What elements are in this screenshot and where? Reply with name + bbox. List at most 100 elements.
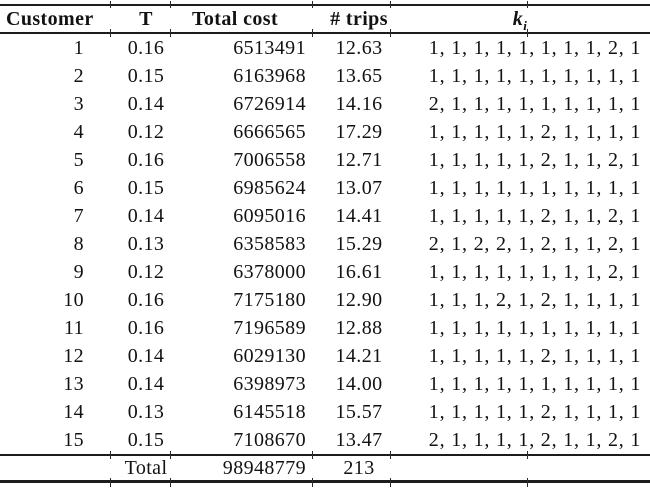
ki-symbol: k (512, 7, 524, 30)
trips-cell: 13.65 (335, 64, 383, 87)
trips-cell: 12.63 (335, 36, 383, 59)
customer-cell: 11 (63, 316, 84, 339)
total-cost-cell: 6163968 (233, 64, 306, 87)
customer-cell: 8 (73, 232, 84, 255)
ki-cell: 1, 1, 1, 1, 1, 2, 1, 1, 2, 1 (428, 204, 642, 227)
column-header-customer: Customer (6, 7, 94, 30)
table-row: 1 0.16 6513491 12.63 1, 1, 1, 1, 1, 1, 1… (0, 34, 650, 62)
table-row: 10 0.16 7175180 12.90 1, 1, 1, 2, 1, 2, … (0, 286, 650, 314)
table-row: 5 0.16 7006558 12.71 1, 1, 1, 1, 1, 2, 1… (0, 146, 650, 174)
table-row: 7 0.14 6095016 14.41 1, 1, 1, 1, 1, 2, 1… (0, 202, 650, 230)
customer-cell: 7 (73, 204, 84, 227)
total-cost-cell: 6095016 (233, 204, 306, 227)
total-cost-sum: 98948779 (222, 456, 306, 479)
ki-cell: 1, 1, 1, 1, 1, 1, 1, 1, 1, 1 (428, 316, 642, 339)
t-cell: 0.15 (127, 428, 165, 451)
trips-cell: 12.88 (335, 316, 383, 339)
customer-cell: 9 (73, 260, 84, 283)
total-cost-cell: 6985624 (233, 176, 306, 199)
trips-cell: 15.29 (335, 232, 383, 255)
customer-cell: 13 (63, 372, 84, 395)
customer-cell: 1 (73, 36, 84, 59)
ki-cell: 1, 1, 1, 1, 1, 2, 1, 1, 2, 1 (428, 148, 642, 171)
total-cost-cell: 6358583 (233, 232, 306, 255)
total-cost-cell: 7175180 (233, 288, 306, 311)
table-row: 9 0.12 6378000 16.61 1, 1, 1, 1, 1, 1, 1… (0, 258, 650, 286)
ki-cell: 1, 1, 1, 1, 1, 1, 1, 1, 1, 1 (428, 176, 642, 199)
customer-cell: 10 (63, 288, 84, 311)
customer-cell: 2 (73, 64, 84, 87)
trips-cell: 12.71 (335, 148, 383, 171)
table-row: 12 0.14 6029130 14.21 1, 1, 1, 1, 1, 2, … (0, 342, 650, 370)
table-row: 6 0.15 6985624 13.07 1, 1, 1, 1, 1, 1, 1… (0, 174, 650, 202)
trips-cell: 14.00 (335, 372, 383, 395)
total-cost-cell: 6145518 (233, 400, 306, 423)
total-label: Total (124, 456, 168, 479)
table-row: 14 0.13 6145518 15.57 1, 1, 1, 1, 1, 2, … (0, 398, 650, 426)
trips-cell: 15.57 (335, 400, 383, 423)
table-total-row: Total 98948779 213 (0, 456, 650, 480)
table-row: 11 0.16 7196589 12.88 1, 1, 1, 1, 1, 1, … (0, 314, 650, 342)
t-cell: 0.14 (127, 204, 165, 227)
total-cost-cell: 7006558 (233, 148, 306, 171)
total-cost-cell: 6513491 (233, 36, 306, 59)
customer-cell: 15 (63, 428, 84, 451)
table-row: 2 0.15 6163968 13.65 1, 1, 1, 1, 1, 1, 1… (0, 62, 650, 90)
ki-cell: 1, 1, 1, 1, 1, 1, 1, 1, 2, 1 (428, 260, 642, 283)
t-cell: 0.14 (127, 92, 165, 115)
t-cell: 0.13 (127, 232, 165, 255)
column-header-trips: # trips (330, 7, 388, 30)
ki-cell: 1, 1, 1, 1, 1, 2, 1, 1, 1, 1 (428, 120, 642, 143)
ki-cell: 2, 1, 2, 2, 1, 2, 1, 1, 2, 1 (428, 232, 642, 255)
table-row: 13 0.14 6398973 14.00 1, 1, 1, 1, 1, 1, … (0, 370, 650, 398)
table-row: 8 0.13 6358583 15.29 2, 1, 2, 2, 1, 2, 1… (0, 230, 650, 258)
ki-subscript: i (523, 17, 528, 31)
customer-cell: 4 (73, 120, 84, 143)
t-cell: 0.15 (127, 64, 165, 87)
trips-cell: 16.61 (335, 260, 383, 283)
t-cell: 0.12 (127, 120, 165, 143)
table-row: 3 0.14 6726914 14.16 2, 1, 1, 1, 1, 1, 1… (0, 90, 650, 118)
t-cell: 0.12 (127, 260, 165, 283)
ki-cell: 2, 1, 1, 1, 1, 2, 1, 1, 2, 1 (428, 428, 642, 451)
ki-cell: 1, 1, 1, 1, 1, 2, 1, 1, 1, 1 (428, 344, 642, 367)
trips-cell: 12.90 (335, 288, 383, 311)
total-trips-sum: 213 (343, 456, 375, 479)
t-cell: 0.16 (127, 316, 165, 339)
ki-cell: 1, 1, 1, 1, 1, 1, 1, 1, 1, 1 (428, 372, 642, 395)
table-body: 1 0.16 6513491 12.63 1, 1, 1, 1, 1, 1, 1… (0, 34, 650, 454)
table-row: 4 0.12 6666565 17.29 1, 1, 1, 1, 1, 2, 1… (0, 118, 650, 146)
total-cost-cell: 7196589 (233, 316, 306, 339)
ki-cell: 1, 1, 1, 2, 1, 2, 1, 1, 1, 1 (428, 288, 642, 311)
t-cell: 0.14 (127, 344, 165, 367)
table-header-row: Customer T Total cost # trips ki (0, 6, 650, 32)
trips-cell: 13.07 (335, 176, 383, 199)
trips-cell: 17.29 (335, 120, 383, 143)
total-cost-cell: 6029130 (233, 344, 306, 367)
table-top-rule (0, 4, 650, 6)
t-cell: 0.16 (127, 148, 165, 171)
customer-cell: 14 (63, 400, 84, 423)
trips-cell: 14.21 (335, 344, 383, 367)
t-cell: 0.13 (127, 400, 165, 423)
customer-cell: 12 (63, 344, 84, 367)
trips-cell: 14.41 (335, 204, 383, 227)
table-bottom-rule (0, 480, 650, 483)
above-total-rule (0, 454, 650, 456)
ki-cell: 1, 1, 1, 1, 1, 1, 1, 1, 2, 1 (428, 36, 642, 59)
ki-cell: 2, 1, 1, 1, 1, 1, 1, 1, 1, 1 (428, 92, 642, 115)
t-cell: 0.14 (127, 372, 165, 395)
ki-cell: 1, 1, 1, 1, 1, 2, 1, 1, 1, 1 (428, 400, 642, 423)
customer-cell: 6 (73, 176, 84, 199)
header-underline-rule (0, 32, 650, 34)
trips-cell: 13.47 (335, 428, 383, 451)
t-cell: 0.16 (127, 36, 165, 59)
t-cell: 0.16 (127, 288, 165, 311)
table-row: 15 0.15 7108670 13.47 2, 1, 1, 1, 1, 2, … (0, 426, 650, 454)
total-cost-cell: 7108670 (233, 428, 306, 451)
total-cost-cell: 6398973 (233, 372, 306, 395)
column-header-ki: ki (390, 8, 650, 31)
total-cost-cell: 6666565 (233, 120, 306, 143)
column-header-total-cost: Total cost (191, 7, 279, 30)
